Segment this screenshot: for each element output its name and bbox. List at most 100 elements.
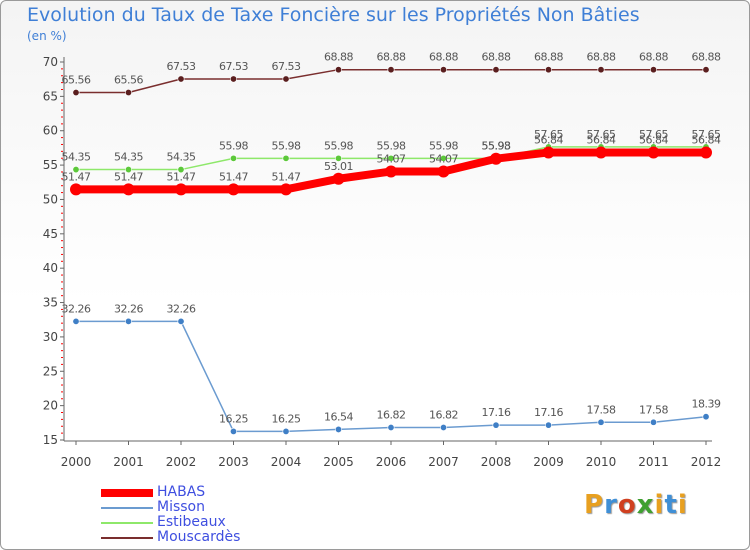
x-tick-label: 2006: [376, 455, 407, 469]
y-tick-label: 45: [43, 227, 58, 241]
logo-letter: i: [677, 490, 688, 520]
y-tick-label: 30: [43, 330, 58, 344]
data-label-mouscards: 67.53: [272, 60, 301, 73]
data-point-misson: [72, 317, 80, 325]
data-label-misson: 16.82: [429, 408, 458, 421]
logo-letter: x: [636, 490, 655, 520]
x-tick-label: 2002: [166, 455, 197, 469]
data-label-mouscards: 68.88: [324, 51, 353, 64]
data-label-mouscards: 68.88: [534, 51, 563, 64]
data-label-estibeaux: 55.98: [429, 139, 458, 152]
y-tick-label: 35: [43, 296, 58, 310]
data-point-estibeaux: [125, 166, 133, 174]
legend-item-misson: Misson: [101, 499, 321, 516]
data-point-habas: [700, 146, 712, 159]
data-point-misson: [282, 427, 290, 435]
data-label-estibeaux: 55.98: [219, 139, 248, 152]
data-label-estibeaux: 55.98: [272, 139, 301, 152]
data-point-mouscards: [702, 66, 710, 74]
data-label-habas: 56.84: [587, 133, 616, 146]
data-point-habas: [542, 146, 555, 159]
data-label-misson: 32.26: [62, 302, 91, 315]
data-label-estibeaux: 54.35: [62, 151, 91, 164]
data-point-habas: [175, 183, 187, 196]
data-point-misson: [439, 423, 447, 431]
data-label-misson: 16.82: [377, 408, 406, 421]
data-label-habas: 54.07: [377, 152, 406, 165]
data-label-estibeaux: 54.35: [167, 151, 196, 164]
data-label-estibeaux: 55.98: [377, 139, 406, 152]
data-point-estibeaux: [72, 166, 80, 174]
data-point-misson: [177, 317, 185, 325]
x-tick-label: 2009: [533, 455, 564, 469]
data-label-habas: 51.47: [272, 170, 301, 183]
data-label-mouscards: 67.53: [219, 60, 248, 73]
data-label-estibeaux: 54.35: [114, 151, 143, 164]
data-point-misson: [125, 317, 133, 325]
data-point-habas: [332, 172, 345, 185]
data-point-habas: [490, 152, 502, 165]
y-tick-label: 40: [43, 261, 58, 275]
legend-swatch: [101, 489, 153, 497]
logo-letter: r: [604, 490, 618, 520]
proxiti-logo: Proxiti: [584, 490, 688, 520]
data-label-habas: 56.84: [692, 133, 721, 146]
data-point-mouscards: [492, 66, 500, 74]
data-point-habas: [595, 146, 607, 159]
data-label-habas: 53.01: [324, 160, 353, 173]
x-tick-label: 2003: [218, 455, 249, 469]
data-point-mouscards: [439, 66, 447, 74]
legend-item-estibeaux: Estibeaux: [101, 514, 321, 531]
y-tick-label: 15: [43, 433, 58, 447]
legend-swatch: [101, 537, 153, 539]
data-point-misson: [544, 421, 552, 429]
data-point-mouscards: [125, 89, 133, 97]
data-label-estibeaux: 55.98: [482, 139, 511, 152]
x-tick-label: 2000: [61, 455, 92, 469]
data-point-estibeaux: [439, 154, 447, 162]
data-label-misson: 17.16: [482, 406, 511, 419]
data-point-misson: [649, 418, 657, 426]
data-point-mouscards: [649, 66, 657, 74]
data-label-mouscards: 67.53: [167, 60, 196, 73]
logo-letter: P: [584, 490, 605, 520]
y-tick-label: 65: [43, 89, 58, 103]
y-tick-label: 50: [43, 192, 58, 206]
data-point-estibeaux: [177, 166, 185, 174]
y-tick-label: 20: [43, 399, 58, 413]
x-tick-label: 2005: [323, 455, 354, 469]
data-label-habas: 51.47: [167, 170, 196, 183]
data-point-estibeaux: [387, 154, 395, 162]
data-label-estibeaux: 57.65: [639, 128, 668, 141]
data-point-habas: [70, 183, 82, 196]
data-label-habas: 51.47: [114, 170, 143, 183]
x-tick-label: 2012: [691, 455, 722, 469]
data-label-misson: 16.25: [219, 412, 248, 425]
y-tick-label: 60: [43, 124, 58, 138]
chart-title: Evolution du Taux de Taxe Foncière sur l…: [27, 4, 640, 26]
data-point-habas: [385, 165, 397, 178]
data-point-misson: [387, 423, 395, 431]
data-point-habas: [647, 146, 660, 159]
data-label-mouscards: 68.88: [429, 51, 458, 64]
data-label-mouscards: 68.88: [692, 51, 721, 64]
legend-item-habas: HABAS: [101, 484, 321, 501]
data-label-misson: 17.58: [587, 403, 616, 416]
data-label-misson: 18.39: [692, 398, 721, 411]
data-label-estibeaux: 57.65: [692, 128, 721, 141]
logo-letter: o: [617, 490, 637, 520]
data-label-mouscards: 68.88: [482, 51, 511, 64]
legend-label: Misson: [157, 499, 205, 515]
data-label-misson: 32.26: [167, 302, 196, 315]
legend-item-mouscardes: Mouscardès: [101, 529, 321, 546]
data-point-habas: [280, 183, 292, 196]
data-label-misson: 17.16: [534, 406, 563, 419]
data-label-habas: 56.84: [534, 133, 563, 146]
data-label-misson: 16.25: [272, 412, 301, 425]
data-point-mouscards: [282, 75, 290, 83]
data-label-mouscards: 68.88: [587, 51, 616, 64]
legend-label: Estibeaux: [157, 514, 226, 530]
logo-letter: t: [664, 490, 678, 520]
